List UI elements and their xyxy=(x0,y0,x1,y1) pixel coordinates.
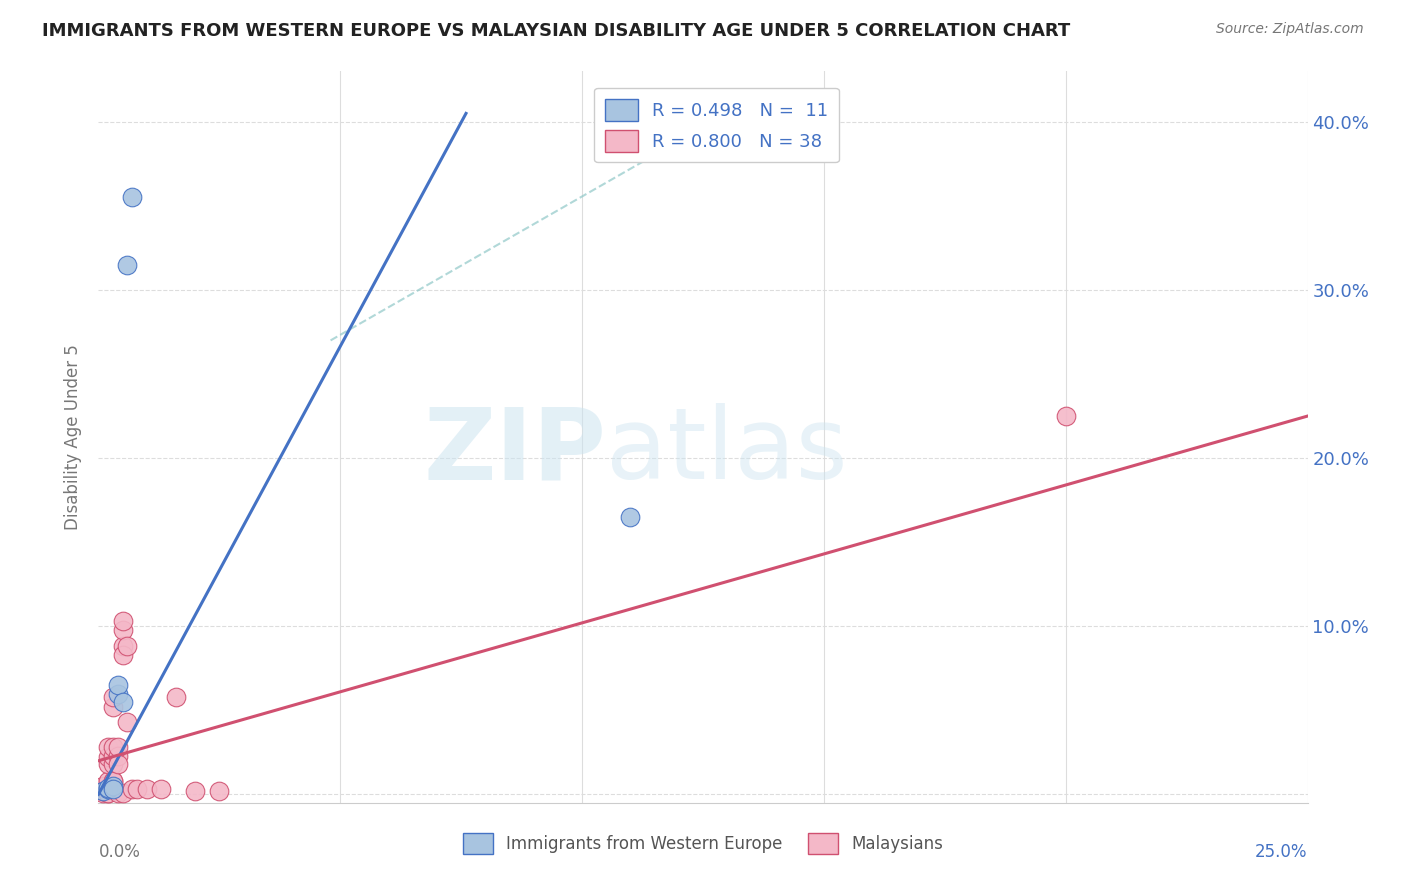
Point xyxy=(127,782,149,797)
Text: IMMIGRANTS FROM WESTERN EUROPE VS MALAYSIAN DISABILITY AGE UNDER 5 CORRELATION C: IMMIGRANTS FROM WESTERN EUROPE VS MALAYS… xyxy=(42,22,1070,40)
Point xyxy=(121,782,143,797)
Point xyxy=(101,700,124,714)
Point xyxy=(107,757,129,772)
Point xyxy=(208,784,231,798)
Point xyxy=(97,750,120,764)
Y-axis label: Disability Age Under 5: Disability Age Under 5 xyxy=(65,344,83,530)
Point xyxy=(117,258,139,272)
Point xyxy=(91,784,114,798)
Point xyxy=(101,740,124,755)
Point xyxy=(111,623,134,637)
Point xyxy=(619,510,641,524)
Point xyxy=(101,690,124,704)
Point xyxy=(91,784,114,798)
Point xyxy=(165,690,187,704)
Point xyxy=(101,757,124,772)
Point xyxy=(121,190,143,204)
Point xyxy=(107,678,129,692)
Point xyxy=(101,773,124,788)
Point xyxy=(91,779,114,793)
Point xyxy=(117,640,139,654)
Point xyxy=(101,748,124,763)
Point xyxy=(101,779,124,793)
Point xyxy=(117,715,139,730)
Point xyxy=(97,782,120,797)
Point xyxy=(111,640,134,654)
Point xyxy=(111,786,134,800)
Point xyxy=(97,786,120,800)
Point xyxy=(101,773,124,788)
Point xyxy=(150,782,173,797)
Text: atlas: atlas xyxy=(606,403,848,500)
Point xyxy=(91,786,114,800)
Point xyxy=(97,757,120,772)
Point xyxy=(101,782,124,797)
Point xyxy=(107,748,129,763)
Point xyxy=(97,740,120,755)
Text: 0.0%: 0.0% xyxy=(98,843,141,861)
Text: 25.0%: 25.0% xyxy=(1256,843,1308,861)
Point xyxy=(101,782,124,797)
Point xyxy=(1054,409,1077,423)
Point xyxy=(135,782,157,797)
Point xyxy=(107,740,129,755)
Point xyxy=(97,773,120,788)
Text: ZIP: ZIP xyxy=(423,403,606,500)
Point xyxy=(101,782,124,797)
Point xyxy=(97,782,120,797)
Point xyxy=(107,786,129,800)
Point xyxy=(111,695,134,709)
Point xyxy=(111,648,134,662)
Point xyxy=(97,786,120,800)
Point xyxy=(107,686,129,700)
Legend: Immigrants from Western Europe, Malaysians: Immigrants from Western Europe, Malaysia… xyxy=(457,827,949,860)
Point xyxy=(184,784,207,798)
Point xyxy=(111,614,134,628)
Text: Source: ZipAtlas.com: Source: ZipAtlas.com xyxy=(1216,22,1364,37)
Point xyxy=(97,780,120,795)
